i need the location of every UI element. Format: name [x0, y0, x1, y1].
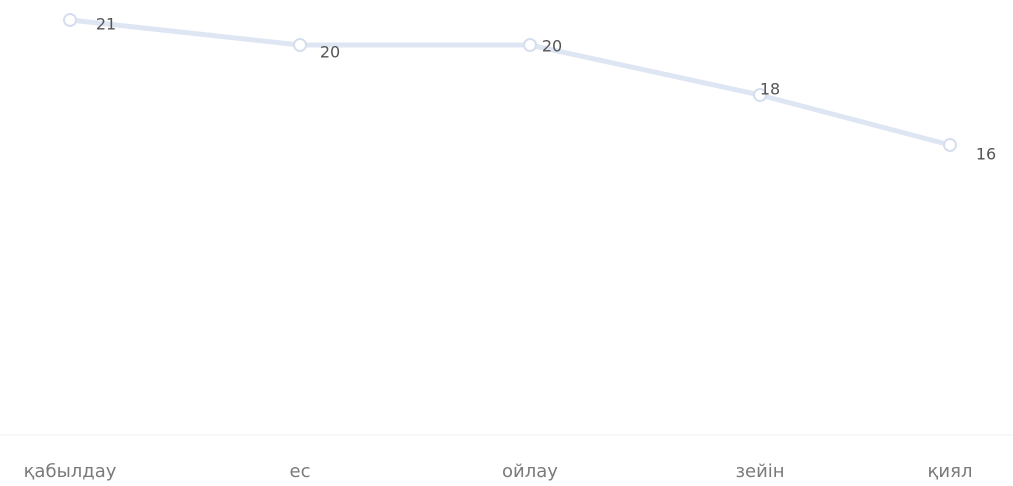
- data-label-4: 16: [976, 145, 996, 164]
- data-point-2: [523, 38, 537, 52]
- x-tick-label-4: қиял: [928, 461, 973, 482]
- data-point-0: [63, 13, 77, 27]
- data-label-1: 20: [320, 43, 340, 62]
- series-line: [67, 17, 953, 148]
- x-tick-label-0: қабылдау: [24, 461, 117, 482]
- data-point-4: [943, 138, 957, 152]
- data-label-0: 21: [96, 15, 116, 34]
- x-tick-label-2: ойлау: [502, 461, 558, 482]
- data-label-3: 18: [760, 80, 780, 99]
- data-label-2: 20: [542, 37, 562, 56]
- x-tick-label-3: зейін: [735, 461, 784, 482]
- x-tick-label-1: ес: [290, 461, 311, 482]
- data-point-3: [753, 88, 767, 102]
- data-point-1: [293, 38, 307, 52]
